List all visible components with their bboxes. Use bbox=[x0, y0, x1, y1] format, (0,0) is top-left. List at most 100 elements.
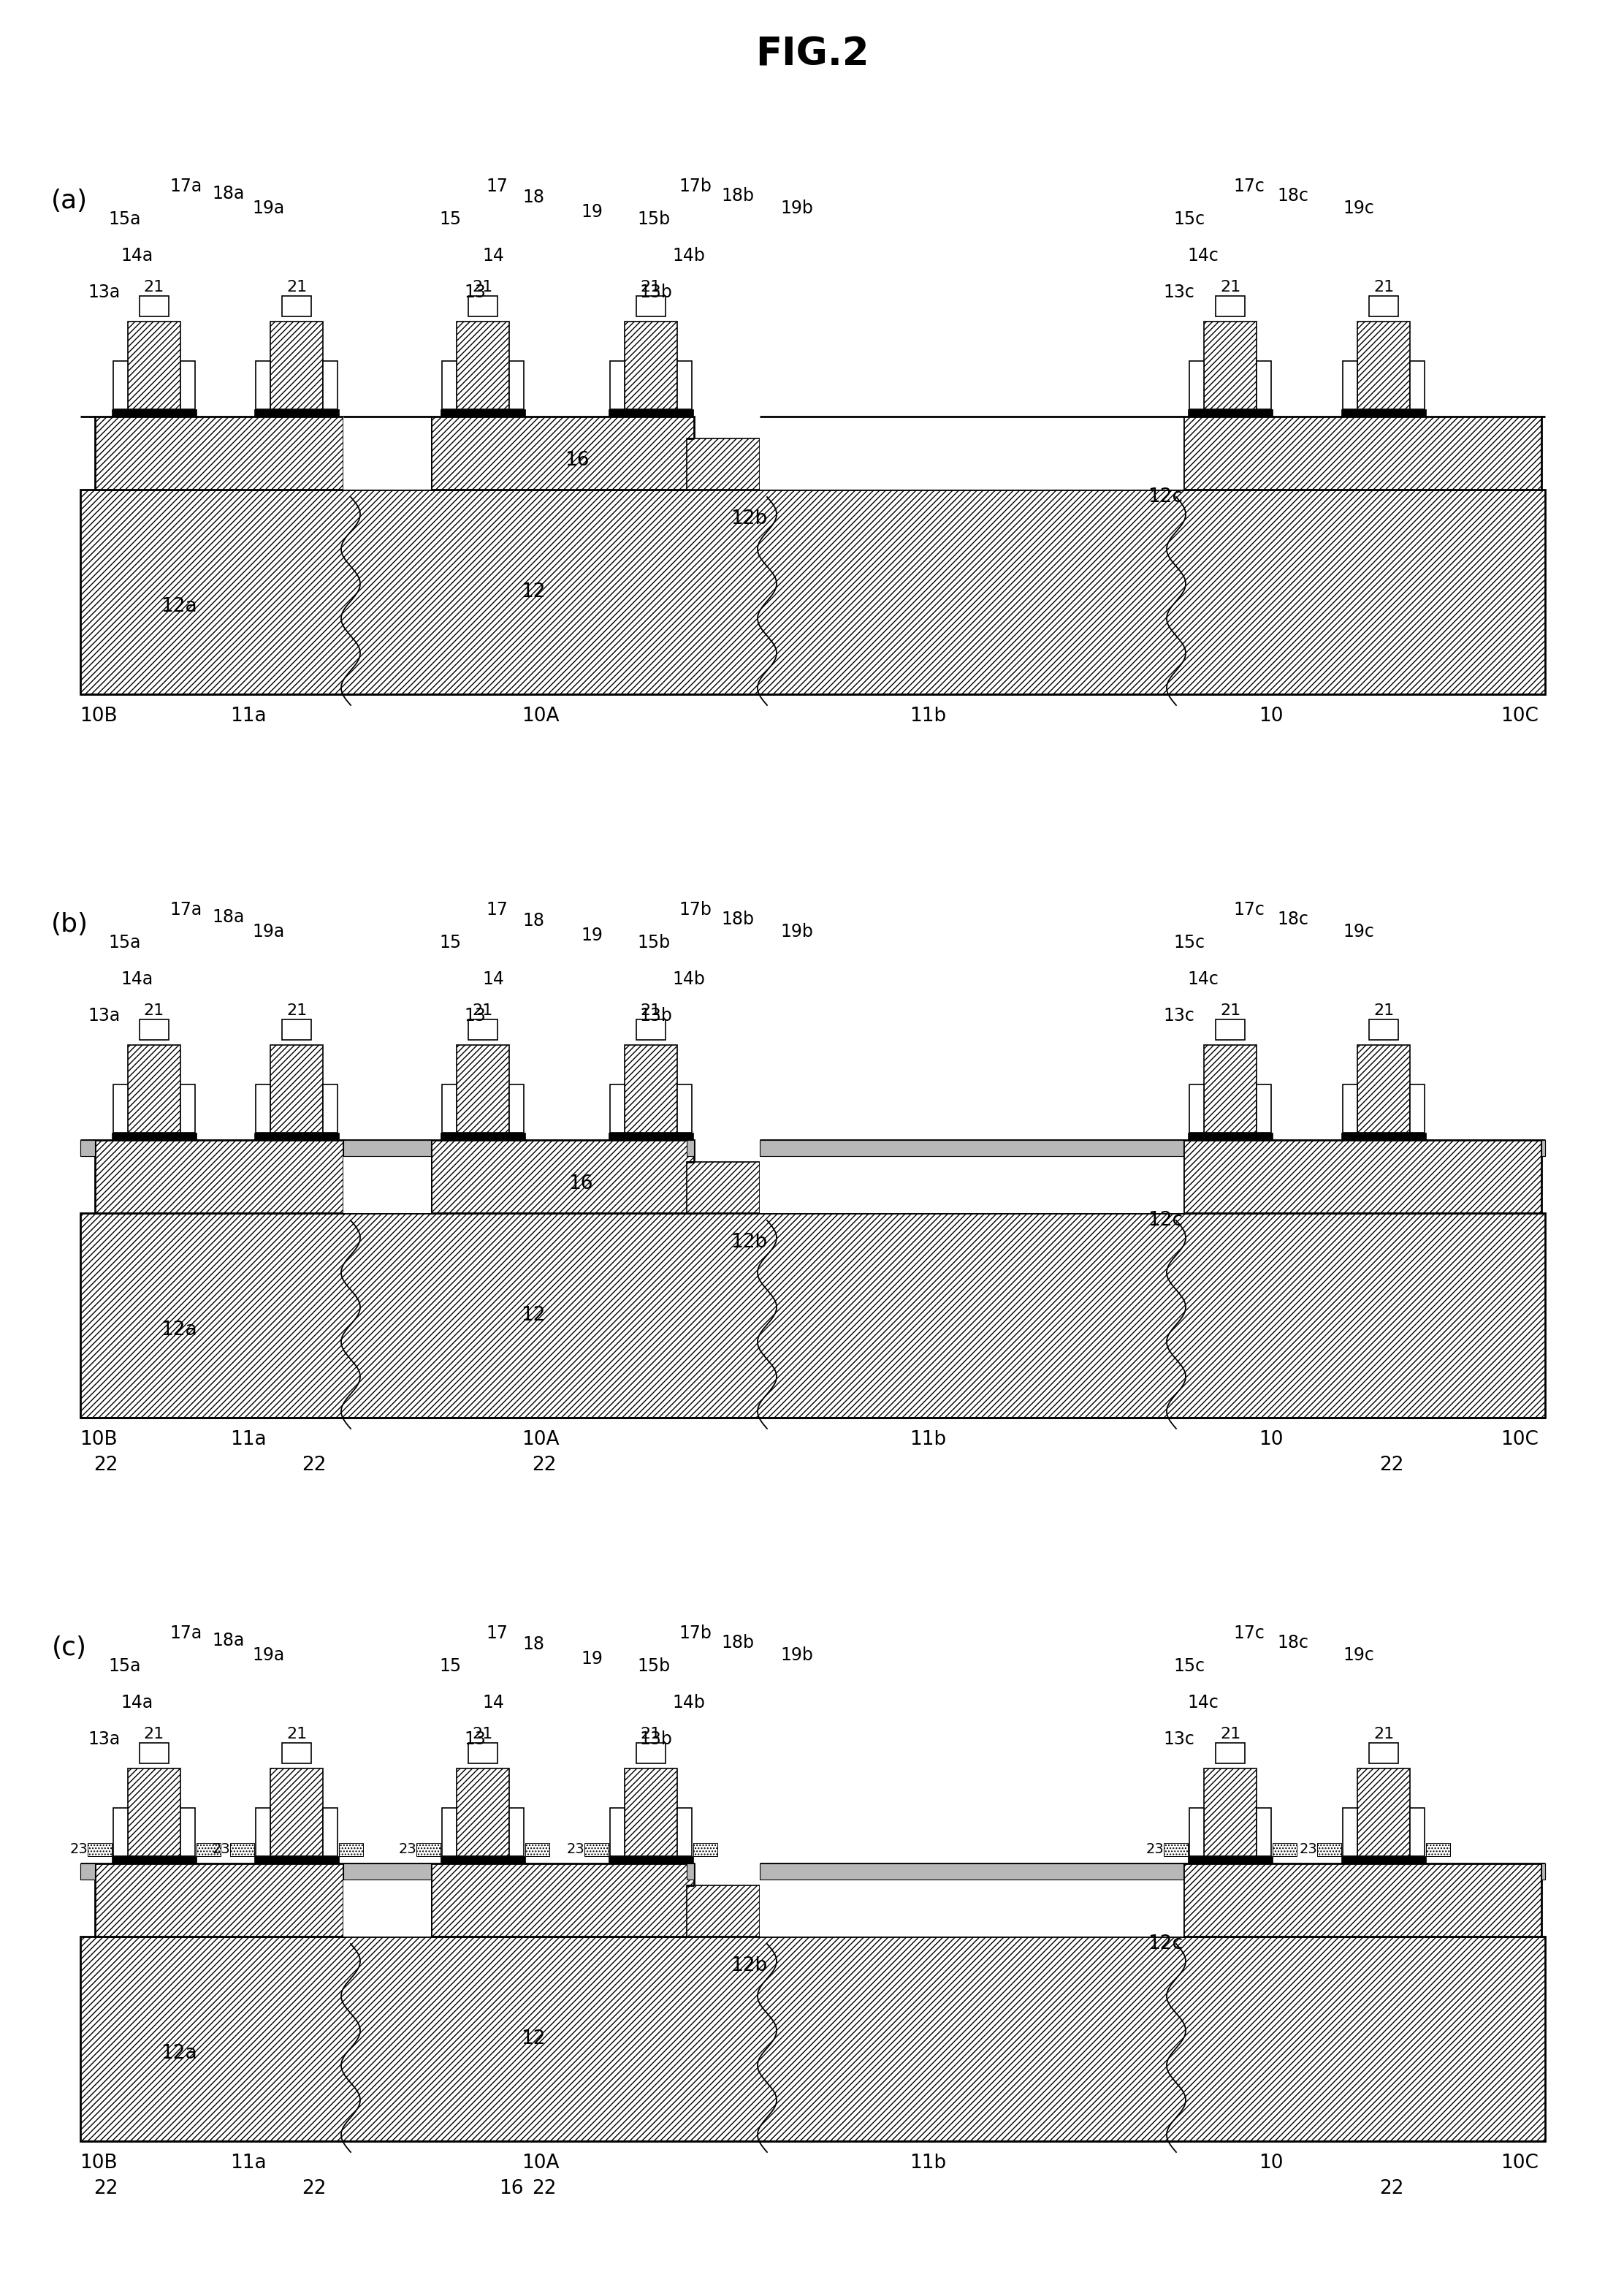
Bar bbox=[1426, 1842, 1450, 1856]
Text: 14a: 14a bbox=[122, 1694, 153, 1712]
Bar bbox=[1203, 1044, 1257, 1133]
Text: 23: 23 bbox=[1147, 1842, 1164, 1856]
Bar bbox=[323, 1085, 338, 1133]
Bar bbox=[677, 1808, 692, 1856]
Text: 15c: 15c bbox=[1174, 210, 1205, 228]
Text: 21: 21 bbox=[1220, 1003, 1241, 1017]
Text: 21: 21 bbox=[1374, 1726, 1393, 1742]
Bar bbox=[1341, 408, 1426, 417]
Text: 10A: 10A bbox=[521, 1430, 559, 1450]
Bar bbox=[270, 321, 323, 408]
Bar bbox=[1541, 1863, 1544, 1879]
Text: 23: 23 bbox=[213, 1842, 231, 1856]
Text: 17: 17 bbox=[486, 901, 508, 919]
Text: 13a: 13a bbox=[88, 1008, 120, 1024]
Text: 21: 21 bbox=[1220, 280, 1241, 294]
Text: 19a: 19a bbox=[252, 923, 284, 939]
Bar bbox=[255, 1856, 339, 1863]
Bar bbox=[140, 1019, 169, 1040]
Text: 14a: 14a bbox=[122, 971, 153, 987]
Bar bbox=[440, 408, 525, 417]
Bar bbox=[255, 1085, 270, 1133]
Bar bbox=[693, 1842, 718, 1856]
Text: 21: 21 bbox=[473, 280, 494, 294]
Text: 12c: 12c bbox=[1148, 488, 1182, 506]
Bar bbox=[94, 1140, 343, 1213]
Bar bbox=[128, 1769, 180, 1856]
Text: 11a: 11a bbox=[231, 2155, 266, 2173]
Bar bbox=[625, 1769, 677, 1856]
Bar bbox=[585, 1842, 609, 1856]
Bar bbox=[283, 1742, 312, 1762]
Text: 15b: 15b bbox=[637, 1658, 671, 1676]
Bar bbox=[323, 1808, 338, 1856]
Text: 15c: 15c bbox=[1174, 1658, 1205, 1676]
Bar bbox=[1410, 1808, 1424, 1856]
Bar bbox=[1184, 1863, 1541, 1936]
Text: 19b: 19b bbox=[780, 1646, 814, 1664]
Text: 17c: 17c bbox=[1234, 1623, 1265, 1642]
Bar bbox=[1369, 296, 1398, 317]
Text: 21: 21 bbox=[286, 1003, 307, 1017]
Text: 21: 21 bbox=[640, 280, 661, 294]
Bar bbox=[416, 1842, 440, 1856]
Text: 19c: 19c bbox=[1343, 201, 1374, 217]
Text: 18a: 18a bbox=[211, 185, 244, 203]
Text: 19a: 19a bbox=[252, 201, 284, 217]
Bar bbox=[468, 296, 497, 317]
Bar bbox=[1203, 321, 1257, 408]
Bar bbox=[1184, 1140, 1541, 1213]
Bar bbox=[1187, 1133, 1273, 1140]
Bar bbox=[80, 1863, 94, 1879]
Bar bbox=[128, 321, 180, 408]
Text: 15c: 15c bbox=[1174, 935, 1205, 951]
Text: 21: 21 bbox=[145, 1726, 164, 1742]
Text: 13a: 13a bbox=[88, 283, 120, 301]
Text: 22: 22 bbox=[94, 1455, 119, 1475]
Bar bbox=[1187, 1856, 1273, 1863]
Bar bbox=[1257, 1808, 1272, 1856]
Bar bbox=[510, 1085, 525, 1133]
Text: 17b: 17b bbox=[679, 178, 711, 196]
Text: 13c: 13c bbox=[1163, 1008, 1194, 1024]
Text: (c): (c) bbox=[52, 1635, 88, 1660]
Text: 18a: 18a bbox=[211, 1632, 244, 1648]
Bar bbox=[1164, 1842, 1187, 1856]
Bar bbox=[140, 1742, 169, 1762]
Bar bbox=[687, 1163, 760, 1213]
Bar bbox=[112, 408, 197, 417]
Bar bbox=[440, 1133, 525, 1140]
Text: 14b: 14b bbox=[672, 246, 705, 264]
Text: 19b: 19b bbox=[780, 923, 814, 939]
Bar bbox=[625, 321, 677, 408]
Text: 15a: 15a bbox=[109, 1658, 141, 1676]
Text: 13b: 13b bbox=[640, 283, 672, 301]
Bar bbox=[128, 1044, 180, 1133]
Bar bbox=[677, 1085, 692, 1133]
Text: 23: 23 bbox=[70, 1842, 88, 1856]
Text: 17b: 17b bbox=[679, 901, 711, 919]
Text: 10B: 10B bbox=[80, 1430, 117, 1450]
Text: 17: 17 bbox=[486, 178, 508, 196]
Bar bbox=[510, 360, 525, 408]
Text: 14a: 14a bbox=[122, 246, 153, 264]
Bar bbox=[1216, 1019, 1244, 1040]
Text: 19: 19 bbox=[581, 926, 603, 944]
Bar bbox=[112, 1856, 197, 1863]
Bar bbox=[1541, 1863, 1544, 1879]
Bar bbox=[760, 1863, 1184, 1879]
Text: 13b: 13b bbox=[640, 1731, 672, 1749]
Text: 10B: 10B bbox=[80, 707, 117, 725]
Bar bbox=[760, 1140, 1184, 1213]
Text: 18: 18 bbox=[523, 912, 544, 930]
Text: 22: 22 bbox=[94, 2180, 119, 2198]
Text: 15b: 15b bbox=[637, 210, 671, 228]
Text: 18b: 18b bbox=[721, 187, 754, 205]
Text: 18b: 18b bbox=[721, 1635, 754, 1651]
Bar bbox=[637, 1019, 666, 1040]
Bar bbox=[1216, 296, 1244, 317]
Text: 21: 21 bbox=[286, 1726, 307, 1742]
Text: 18c: 18c bbox=[1278, 910, 1309, 928]
Bar bbox=[456, 321, 510, 408]
Text: 10A: 10A bbox=[521, 2155, 559, 2173]
